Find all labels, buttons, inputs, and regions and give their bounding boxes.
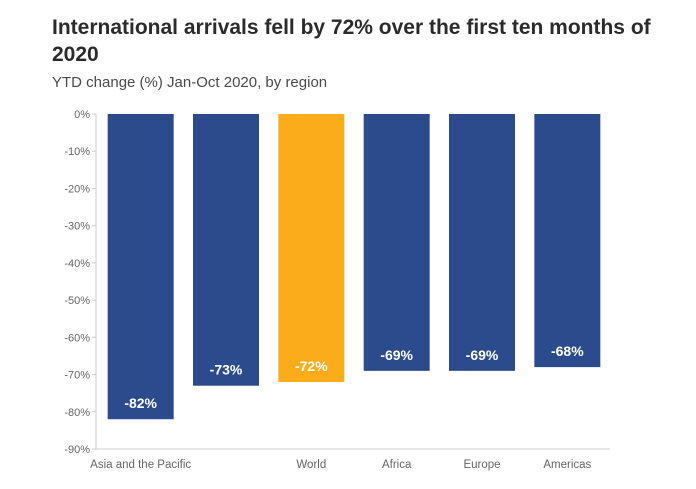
bar-data-label: -69% [466, 347, 499, 363]
y-tick-label: -30% [64, 221, 90, 233]
chart-subtitle: YTD change (%) Jan-Oct 2020, by region [52, 74, 328, 91]
y-tick-label: 0% [74, 109, 90, 121]
bar-data-label: -69% [380, 347, 413, 363]
y-tick-label: -50% [64, 295, 90, 307]
x-axis: Asia and the Pacific World Africa Europe Ame… [90, 448, 610, 471]
y-tick-label: -40% [64, 258, 90, 270]
x-tick-label: Europe [463, 459, 500, 471]
bar-americas [534, 114, 601, 368]
bars: -82% -73% -72% -69% -69% -68% [107, 114, 601, 420]
x-tick-label: Africa [382, 459, 412, 471]
bar-africa [363, 114, 430, 371]
x-tick-label: Asia and the Pacific [90, 459, 191, 471]
y-tick-label: -20% [64, 183, 90, 195]
bar-unlabeled-1 [193, 114, 259, 386]
chart-title: International arrivals fell by 72% over … [52, 16, 651, 66]
y-tick-label: -70% [64, 370, 90, 382]
x-tick-label: World [296, 459, 326, 471]
x-tick-label: Americas [543, 459, 591, 471]
bar-data-label: -72% [295, 358, 328, 374]
y-tick-label: -60% [64, 332, 90, 344]
y-tick-label: -80% [64, 407, 90, 419]
y-tick-label: -90% [64, 444, 90, 456]
y-axis: 0% -10% -20% -30% -40% -50% -60% -70% -80% -90% [64, 109, 97, 456]
y-tick-label: -10% [64, 146, 90, 158]
bar-data-label: -73% [210, 362, 243, 378]
bar-asia-and-the-pacific [107, 114, 174, 420]
bar-data-label: -82% [124, 395, 157, 411]
bar-data-label: -68% [551, 343, 584, 359]
bar-world [278, 114, 345, 382]
bar-europe [449, 114, 515, 371]
